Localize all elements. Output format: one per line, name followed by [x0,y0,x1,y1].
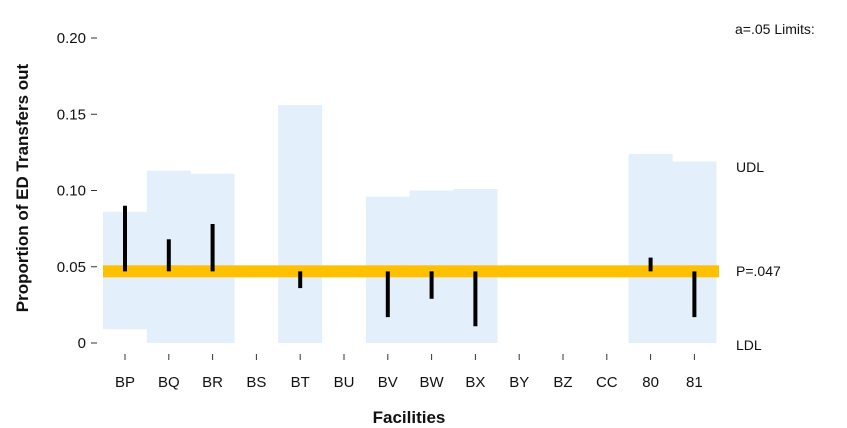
limit-band-bt [278,105,323,343]
x-tick-label-bw: BW [420,374,445,391]
x-tick-label-bq: BQ [158,374,180,391]
center-label: P=.047 [736,263,781,279]
x-tick-label-cc: CC [596,374,618,391]
x-tick-label-by: BY [509,374,529,391]
y-tick-label: 0.10 [57,183,86,200]
x-tick-label-bx: BX [465,374,485,391]
y-axis-ticks: 0 0.05 0.10 0.15 0.20 [57,30,97,352]
x-tick-label-80: 80 [642,374,659,391]
deviation-bars [123,205,697,327]
x-tick-label-bv: BV [378,374,398,391]
y-axis-title: Proportion of ED Transfers out [13,63,32,312]
x-axis-ticks: BP BQ BR BS BT BU BV BW BX BY BZ CC 80 81 [115,354,703,391]
y-tick-label: 0 [78,335,86,352]
udl-label: UDL [736,159,764,175]
x-tick-label-bu: BU [334,374,355,391]
x-tick-label-bs: BS [246,374,266,391]
x-tick-label-bt: BT [291,374,310,391]
x-tick-label-br: BR [202,374,223,391]
center-line [103,265,719,278]
limit-band-80 [628,153,673,343]
y-tick-label: 0.15 [57,106,86,123]
x-axis-title: Facilities [373,408,446,427]
ldl-label: LDL [736,337,762,353]
y-tick-label: 0.05 [57,259,86,276]
x-tick-label-81: 81 [686,374,703,391]
x-tick-label-bp: BP [115,374,135,391]
limits-header: a=.05 Limits: [735,21,815,37]
y-tick-label: 0.20 [57,30,86,47]
x-tick-label-bz: BZ [553,374,572,391]
